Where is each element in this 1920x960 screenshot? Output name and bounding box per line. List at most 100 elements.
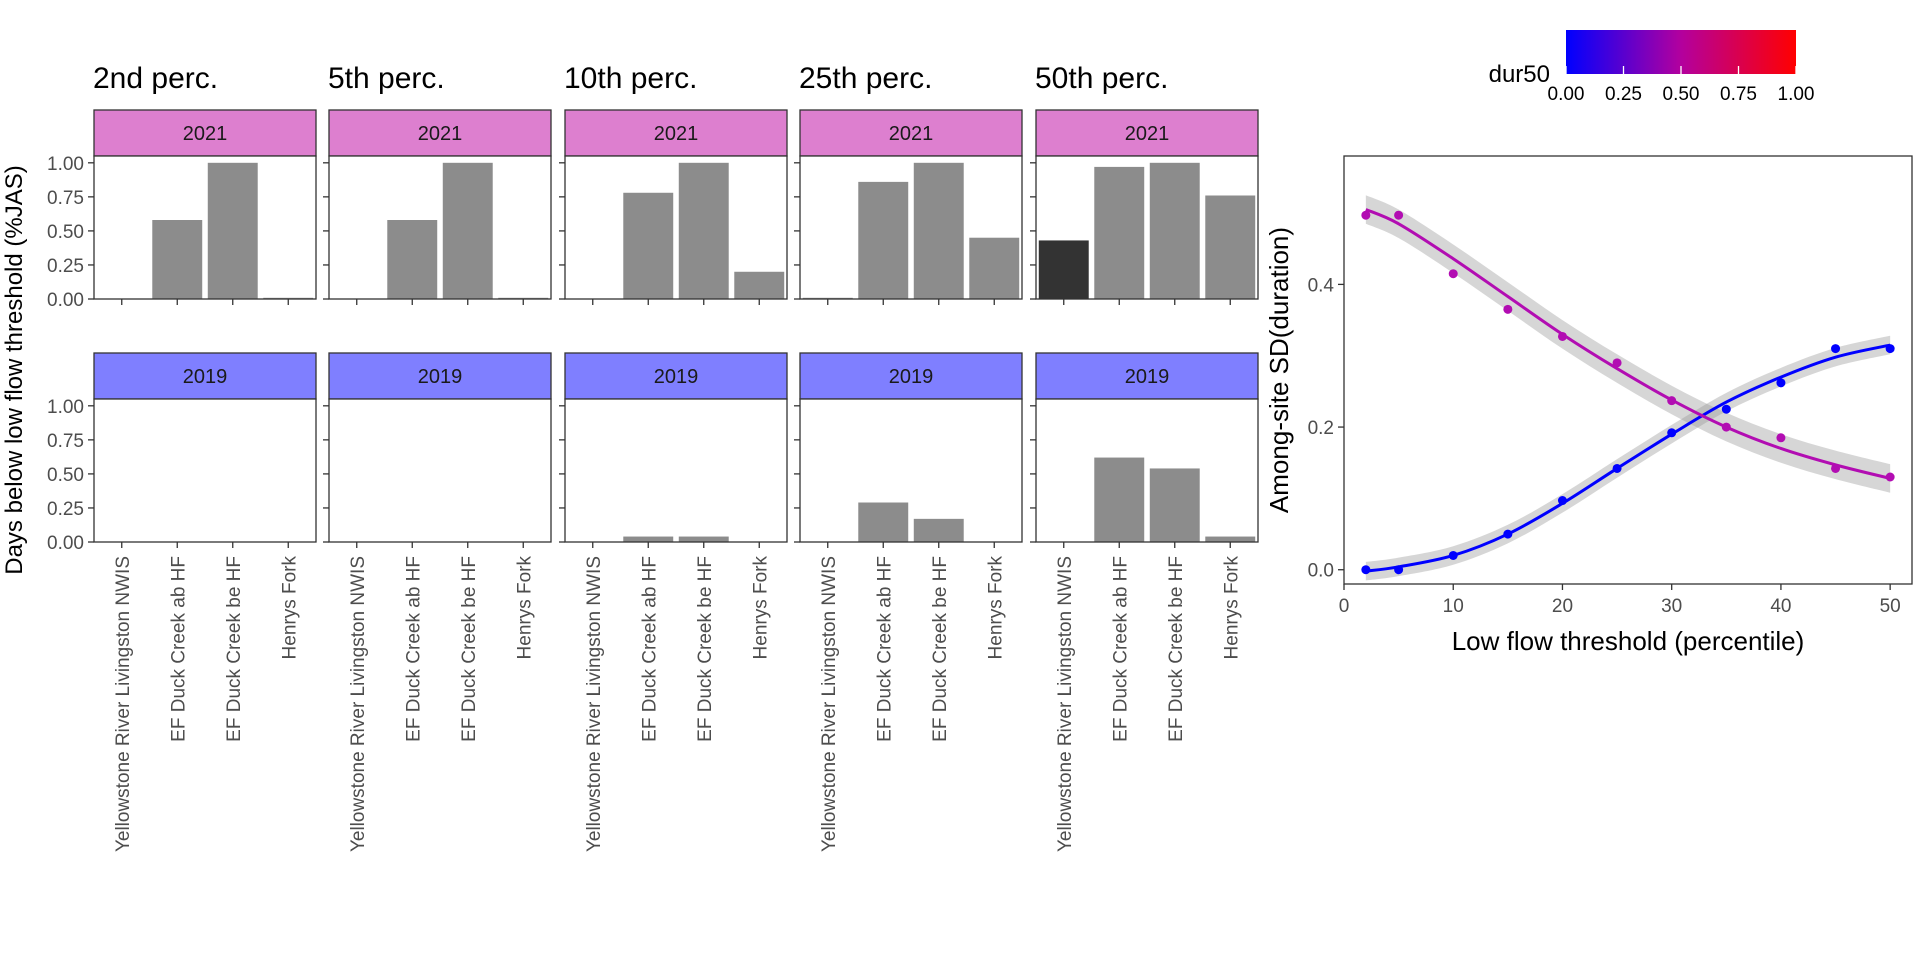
- legend-title: dur50: [1489, 61, 1550, 88]
- x-tick-label: 0: [1339, 596, 1350, 617]
- bar: [387, 220, 438, 299]
- data-point: [1394, 565, 1404, 575]
- bar: [1149, 162, 1200, 299]
- facet-title: 25th perc.: [799, 62, 932, 95]
- panel-border: [564, 155, 788, 300]
- panel-background: [1036, 399, 1258, 542]
- data-point: [1361, 210, 1371, 220]
- facet-strip-label: 2021: [183, 123, 228, 145]
- data-point: [1503, 304, 1513, 314]
- data-point: [1831, 463, 1841, 473]
- y-axis-label: Among-site SD(duration): [1264, 227, 1294, 513]
- bar: [858, 502, 909, 542]
- data-point: [1721, 422, 1731, 432]
- facet-strip: [799, 109, 1023, 157]
- y-tick-label: 0.25: [47, 256, 84, 277]
- facet-strip: [1035, 109, 1259, 157]
- x-tick-label: Henrys Fork: [1221, 556, 1242, 660]
- facet-strip-label: 2019: [654, 366, 699, 388]
- facet-strip-label: 2019: [1125, 366, 1170, 388]
- bar: [1038, 240, 1089, 299]
- x-tick-label: Yellowstone River Livingston NWIS: [113, 556, 134, 852]
- x-tick-label: Henrys Fork: [279, 556, 300, 660]
- plot-background: [1344, 156, 1912, 584]
- y-tick-label: 0.75: [47, 431, 84, 452]
- panel-border: [799, 155, 1023, 300]
- y-tick-label: 1.00: [47, 154, 84, 175]
- panel-border: [93, 398, 317, 543]
- bar: [678, 162, 729, 299]
- x-tick-label: 30: [1661, 596, 1682, 617]
- panel-background: [329, 156, 551, 299]
- x-axis-label: Low flow threshold (percentile): [1452, 626, 1805, 656]
- data-point: [1557, 331, 1567, 341]
- x-tick-label: Yellowstone River Livingston NWIS: [1055, 556, 1076, 852]
- bar: [1094, 166, 1145, 299]
- y-tick-label: 0.25: [47, 499, 84, 520]
- data-point: [1885, 344, 1895, 354]
- confidence-band: [1365, 195, 1891, 493]
- data-point: [1612, 463, 1622, 473]
- data-point: [1503, 529, 1513, 539]
- x-tick-label: Henrys Fork: [750, 556, 771, 660]
- x-tick-label: 10: [1443, 596, 1464, 617]
- bar: [623, 192, 674, 299]
- y-tick-label: 0.50: [47, 465, 84, 486]
- x-tick-label: 50: [1880, 596, 1901, 617]
- panel-border: [1035, 398, 1259, 543]
- data-point: [1667, 396, 1677, 406]
- bar: [207, 162, 258, 299]
- x-tick-label: 40: [1770, 596, 1791, 617]
- bar: [442, 162, 493, 299]
- facet-strip-label: 2019: [183, 366, 228, 388]
- x-tick-label: Henrys Fork: [514, 556, 535, 660]
- y-tick-label: 1.00: [47, 397, 84, 418]
- x-tick-label: Henrys Fork: [985, 556, 1006, 660]
- x-tick-label: Yellowstone River Livingston NWIS: [819, 556, 840, 852]
- bar: [678, 536, 729, 542]
- bar: [913, 518, 964, 542]
- panel-background: [329, 399, 551, 542]
- bar: [623, 536, 674, 542]
- bar: [734, 271, 785, 299]
- facet-title: 5th perc.: [328, 62, 445, 95]
- y-tick-label: 0.00: [47, 290, 84, 311]
- faceted-bar-chart: 2nd perc. 5th perc. 10th perc. 25th perc. 50…: [1, 62, 1259, 852]
- legend-label: 0.25: [1605, 84, 1642, 105]
- data-point: [1776, 433, 1786, 443]
- facet-strip-label: 2019: [418, 366, 463, 388]
- facet-strip-label: 2021: [654, 123, 699, 145]
- bar: [1205, 195, 1256, 299]
- x-tick-label: EF Duck Creek be HF: [1166, 556, 1187, 742]
- bar: [1205, 536, 1256, 542]
- facet-strip: [564, 109, 788, 157]
- legend-label: 0.75: [1720, 84, 1757, 105]
- data-point: [1667, 428, 1677, 438]
- panel-background: [800, 399, 1022, 542]
- y-tick-label: 0.4: [1308, 275, 1335, 296]
- data-point: [1612, 358, 1622, 368]
- y-tick-label: 0.0: [1308, 561, 1334, 582]
- facet-title: 50th perc.: [1035, 62, 1168, 95]
- x-tick-label: 20: [1552, 596, 1573, 617]
- y-tick-label: 0.50: [47, 222, 84, 243]
- panel-background: [94, 399, 316, 542]
- facet-title: 10th perc.: [564, 62, 697, 95]
- data-point: [1885, 472, 1895, 482]
- panel-border: [799, 398, 1023, 543]
- y-tick-label: 0.75: [47, 188, 84, 209]
- bar: [1094, 457, 1145, 542]
- panel-border: [93, 155, 317, 300]
- facet-strip-label: 2021: [418, 123, 463, 145]
- panel-border: [328, 398, 552, 543]
- facet-strip: [564, 352, 788, 400]
- x-tick-label: EF Duck Creek be HF: [930, 556, 951, 742]
- x-tick-label: Yellowstone River Livingston NWIS: [584, 556, 605, 852]
- bar: [913, 162, 964, 299]
- panel-border: [1035, 155, 1259, 300]
- legend-label: 0.50: [1663, 84, 1700, 105]
- x-tick-label: EF Duck Creek ab HF: [168, 556, 189, 742]
- x-tick-label: EF Duck Creek be HF: [459, 556, 480, 742]
- x-tick-label: Yellowstone River Livingston NWIS: [348, 556, 369, 852]
